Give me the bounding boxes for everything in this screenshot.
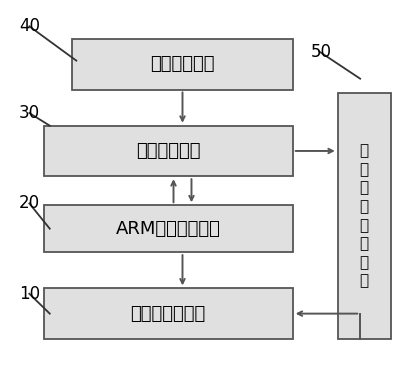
Bar [337,93,390,339]
Text: 30: 30 [19,104,40,122]
Text: 微处理器单元: 微处理器单元 [135,142,200,160]
Text: 20: 20 [19,195,40,212]
Bar [72,39,292,90]
Text: 50: 50 [311,43,331,61]
Text: 亮度感应单元: 亮度感应单元 [150,55,214,73]
Text: ARM处理系统模块: ARM处理系统模块 [116,220,220,238]
Text: 40: 40 [19,17,40,35]
Bar [43,205,292,252]
Text: 显
示
背
光
驱
动
单
元: 显 示 背 光 驱 动 单 元 [359,143,368,288]
Bar [43,288,292,339]
Bar [43,126,292,176]
Text: 显示屏模块单元: 显示屏模块单元 [130,305,205,323]
Text: 10: 10 [19,285,40,303]
